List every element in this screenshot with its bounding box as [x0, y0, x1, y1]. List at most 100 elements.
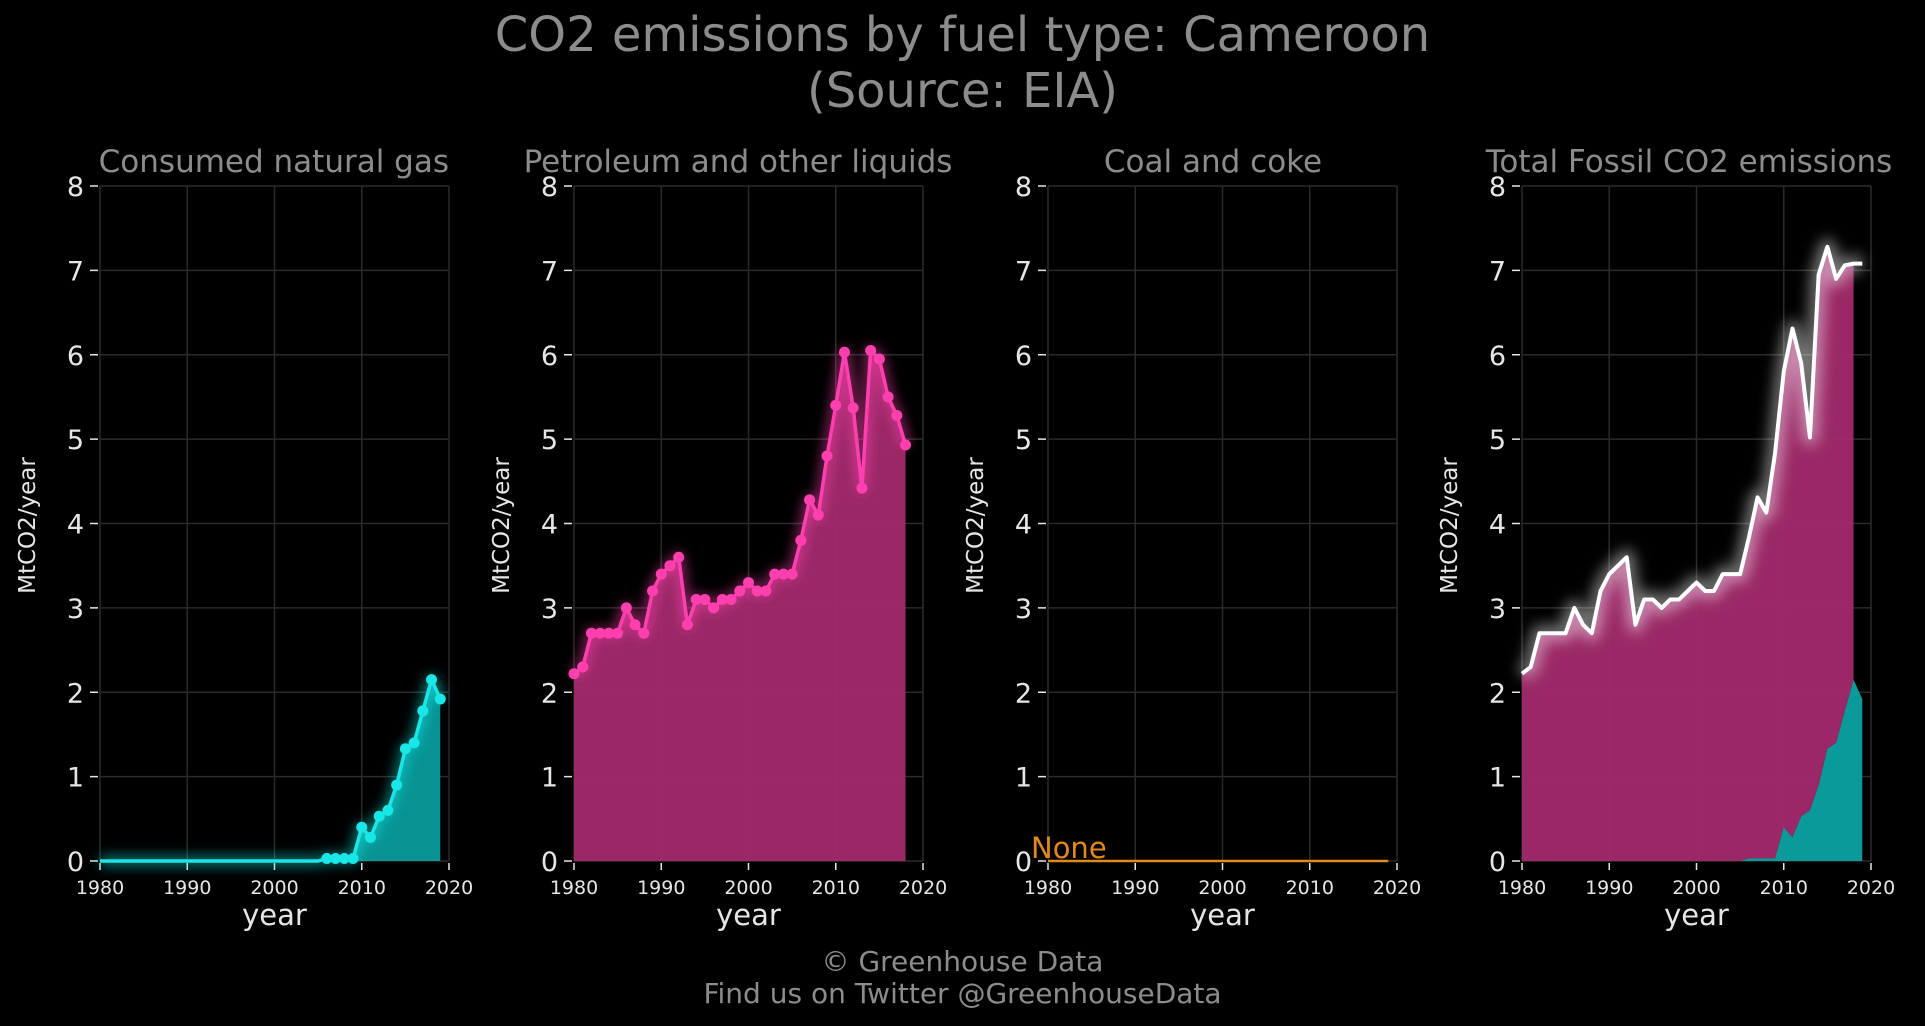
x-tick-label: 1980 — [1498, 877, 1546, 899]
x-tick-label: 1980 — [550, 877, 598, 899]
data-point — [330, 852, 342, 864]
data-point — [865, 345, 877, 357]
y-tick-label: 1 — [67, 763, 84, 794]
x-tick-label: 2020 — [1847, 877, 1895, 899]
area-fill — [100, 679, 441, 861]
y-tick-label: 0 — [1015, 847, 1032, 878]
data-point — [382, 804, 394, 816]
data-point — [321, 852, 333, 864]
data-point — [655, 568, 667, 580]
y-tick-label: 3 — [1489, 594, 1506, 625]
y-tick-label: 7 — [1489, 256, 1506, 287]
petroleum-area — [1522, 246, 1854, 861]
y-tick-label: 6 — [1489, 341, 1506, 372]
panel-title: Consumed natural gas — [99, 144, 449, 180]
data-point — [812, 509, 824, 521]
data-point — [821, 450, 833, 462]
data-point — [743, 577, 754, 589]
y-tick-label: 0 — [541, 847, 558, 878]
data-point — [408, 737, 420, 749]
data-point — [594, 627, 606, 639]
panel-petroleum: Petroleum and other liquids 0 1 2 3 4 5 6 7 8 1980… — [489, 144, 952, 932]
y-tick-label: 0 — [67, 847, 84, 878]
x-axis-label: year — [242, 898, 307, 932]
data-point — [708, 602, 720, 614]
data-point — [760, 585, 772, 597]
gas-area — [1522, 679, 1863, 861]
y-tick-label: 1 — [541, 763, 558, 794]
panel-title: Petroleum and other liquids — [524, 144, 953, 180]
data-point — [751, 585, 763, 597]
y-tick-label: 7 — [1015, 256, 1032, 287]
y-tick-label: 8 — [1489, 172, 1506, 203]
x-tick-label: 2000 — [724, 877, 772, 899]
none-annotation: None — [1031, 831, 1107, 865]
data-point — [873, 353, 885, 365]
data-point — [585, 627, 597, 639]
chart-title: CO2 emissions by fuel type: Cameroon — [494, 7, 1431, 63]
data-point — [699, 593, 711, 605]
data-point — [882, 391, 894, 403]
panel-coal: Coal and coke 0 1 2 3 4 5 6 7 8 1980 1990 2000 2010 20… — [963, 144, 1421, 932]
area-fill — [574, 350, 906, 861]
x-tick-label: 2010 — [1286, 877, 1334, 899]
data-point — [716, 593, 728, 605]
x-tick-label: 2000 — [250, 877, 298, 899]
x-tick-label: 2020 — [1373, 877, 1421, 899]
data-point — [417, 705, 429, 717]
data-point — [373, 810, 385, 822]
y-tick-label: 3 — [1015, 594, 1032, 625]
y-tick-label: 1 — [1489, 763, 1506, 794]
data-point — [638, 627, 650, 639]
y-tick-label: 6 — [67, 341, 84, 372]
x-axis-label: year — [1664, 898, 1729, 932]
panel-natural-gas: Consumed natural gas 0 1 2 3 4 5 6 7 8 1980 1990 200… — [15, 144, 473, 932]
chart-subtitle: (Source: EIA) — [806, 63, 1119, 119]
y-tick-label: 5 — [541, 425, 558, 456]
y-axis-label: MtCO2/year — [963, 457, 989, 594]
x-tick-label: 2000 — [1672, 877, 1720, 899]
total-line — [1520, 244, 1863, 676]
y-axis-label: MtCO2/year — [1437, 457, 1463, 594]
data-point — [690, 593, 702, 605]
data-point — [804, 494, 816, 506]
x-tick-label: 2010 — [812, 877, 860, 899]
x-tick-label: 2000 — [1198, 877, 1246, 899]
x-tick-label: 1990 — [1111, 877, 1159, 899]
data-point — [364, 831, 376, 843]
y-tick-label: 2 — [541, 678, 558, 709]
x-tick-label: 1980 — [1024, 877, 1072, 899]
y-tick-label: 7 — [67, 256, 84, 287]
y-tick-label: 5 — [1489, 425, 1506, 456]
x-tick-label: 2020 — [899, 877, 947, 899]
data-point — [786, 568, 798, 580]
y-tick-label: 0 — [1489, 847, 1506, 878]
data-point — [734, 585, 746, 597]
data-point — [856, 482, 868, 494]
data-point — [577, 661, 589, 673]
y-tick-label: 1 — [1015, 763, 1032, 794]
y-tick-label: 3 — [67, 594, 84, 625]
y-tick-label: 4 — [541, 510, 558, 541]
x-tick-label: 2020 — [425, 877, 473, 899]
data-point — [647, 585, 659, 597]
x-tick-label: 1990 — [163, 877, 211, 899]
data-point — [664, 560, 676, 572]
y-tick-label: 6 — [541, 341, 558, 372]
data-point — [629, 619, 641, 631]
x-tick-label: 2010 — [338, 877, 386, 899]
data-point — [769, 568, 781, 580]
data-point — [725, 593, 737, 605]
data-point — [347, 852, 359, 864]
data-point — [847, 402, 859, 414]
x-tick-label: 1990 — [637, 877, 685, 899]
panel-total: Total Fossil CO2 emissions 0 1 2 3 4 5 6 7 8 1980 1… — [1437, 144, 1895, 932]
data-point — [891, 410, 903, 421]
panel-title: Coal and coke — [1104, 144, 1322, 180]
x-axis-label: year — [716, 898, 781, 932]
y-tick-label: 2 — [1489, 678, 1506, 709]
data-point — [612, 627, 624, 639]
data-point — [620, 602, 632, 614]
data-point — [603, 627, 615, 639]
